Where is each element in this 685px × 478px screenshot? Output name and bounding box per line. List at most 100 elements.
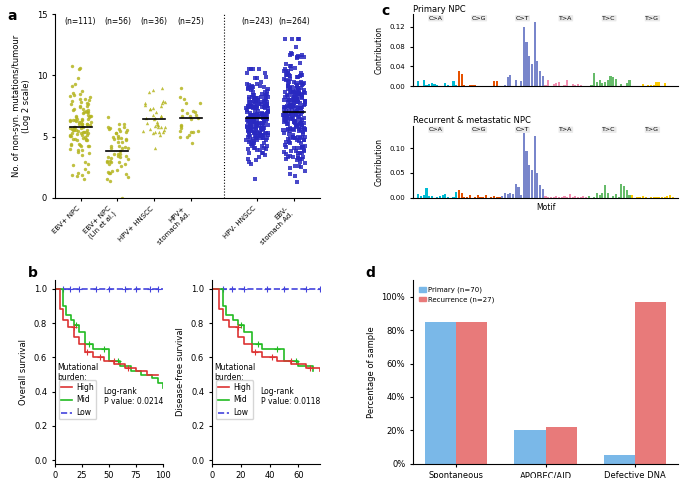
Point (175, 85, 186, 92)
Point (245, 122, 256, 130)
Point (290, 135, 301, 142)
Point (73, 170, 84, 177)
Point (246, 125, 257, 133)
Point (290, 123, 301, 131)
Text: d: d (365, 266, 375, 280)
Bar (625, 83, 628, 86)
Point (261, 101, 272, 109)
Point (257, 134, 268, 141)
Point (251, 136, 262, 144)
Point (260, 101, 271, 109)
Point (258, 124, 269, 132)
Point (246, 120, 257, 127)
Point (297, 130, 308, 138)
Bar (547, 197, 549, 198)
Bar (620, 185, 623, 198)
Bar (631, 195, 633, 198)
Point (254, 132, 265, 140)
Point (246, 161, 257, 168)
Point (243, 103, 254, 111)
Point (257, 131, 268, 139)
Point (250, 100, 261, 108)
Point (105, 154, 116, 162)
Point (284, 139, 295, 146)
Point (78, 175, 89, 183)
Point (295, 134, 306, 141)
Point (299, 89, 310, 97)
Point (295, 78, 306, 86)
Bar (615, 79, 617, 86)
Point (261, 129, 272, 137)
Point (243, 128, 254, 135)
Bar (650, 197, 652, 198)
Point (296, 71, 307, 79)
Point (251, 134, 262, 142)
Point (262, 130, 273, 137)
Point (249, 94, 260, 102)
Point (260, 118, 271, 125)
Point (243, 114, 254, 122)
Bar (588, 196, 590, 198)
Point (75, 125, 86, 132)
Bar (436, 197, 438, 198)
Point (296, 51, 307, 59)
Bar (642, 196, 644, 198)
Point (292, 178, 303, 185)
Point (249, 119, 260, 126)
Point (258, 127, 269, 134)
Bar (596, 82, 598, 86)
Point (80, 129, 91, 136)
Bar (514, 430, 545, 464)
Point (72, 115, 83, 123)
Bar (445, 83, 447, 86)
Bar (512, 195, 514, 198)
Bar (656, 82, 658, 86)
Text: C>A: C>A (429, 127, 443, 132)
Point (288, 131, 299, 139)
Text: T>A: T>A (559, 16, 573, 21)
Point (280, 93, 291, 100)
Point (247, 117, 258, 125)
Point (182, 109, 193, 117)
Bar (466, 197, 468, 198)
Point (175, 93, 186, 101)
Point (158, 98, 169, 105)
Point (82, 108, 93, 116)
Point (279, 67, 290, 75)
Point (279, 141, 290, 149)
Point (284, 110, 295, 118)
Point (82, 136, 92, 144)
Point (241, 123, 252, 130)
Point (74, 118, 85, 126)
Point (114, 127, 125, 135)
Bar (423, 80, 425, 86)
Point (187, 107, 198, 114)
Point (250, 120, 261, 128)
Bar (636, 197, 638, 198)
Point (76, 142, 87, 150)
Point (279, 103, 290, 111)
Point (256, 125, 267, 132)
X-axis label: Motif: Motif (536, 203, 556, 212)
Bar (531, 64, 533, 86)
Bar (574, 85, 576, 86)
Point (258, 115, 269, 123)
Point (192, 114, 203, 122)
Point (252, 129, 263, 136)
Text: C>G: C>G (472, 16, 486, 21)
Point (175, 128, 186, 135)
Point (82, 108, 92, 116)
Y-axis label: Overall survival: Overall survival (19, 339, 28, 405)
Point (185, 129, 196, 136)
Point (245, 103, 256, 110)
Point (66, 100, 77, 108)
Point (258, 83, 269, 90)
Point (286, 65, 297, 73)
Point (248, 118, 259, 125)
Text: (n=111): (n=111) (65, 17, 97, 26)
Point (245, 118, 256, 126)
Point (260, 105, 271, 112)
Point (247, 113, 258, 121)
Point (249, 123, 260, 130)
Point (278, 104, 289, 111)
